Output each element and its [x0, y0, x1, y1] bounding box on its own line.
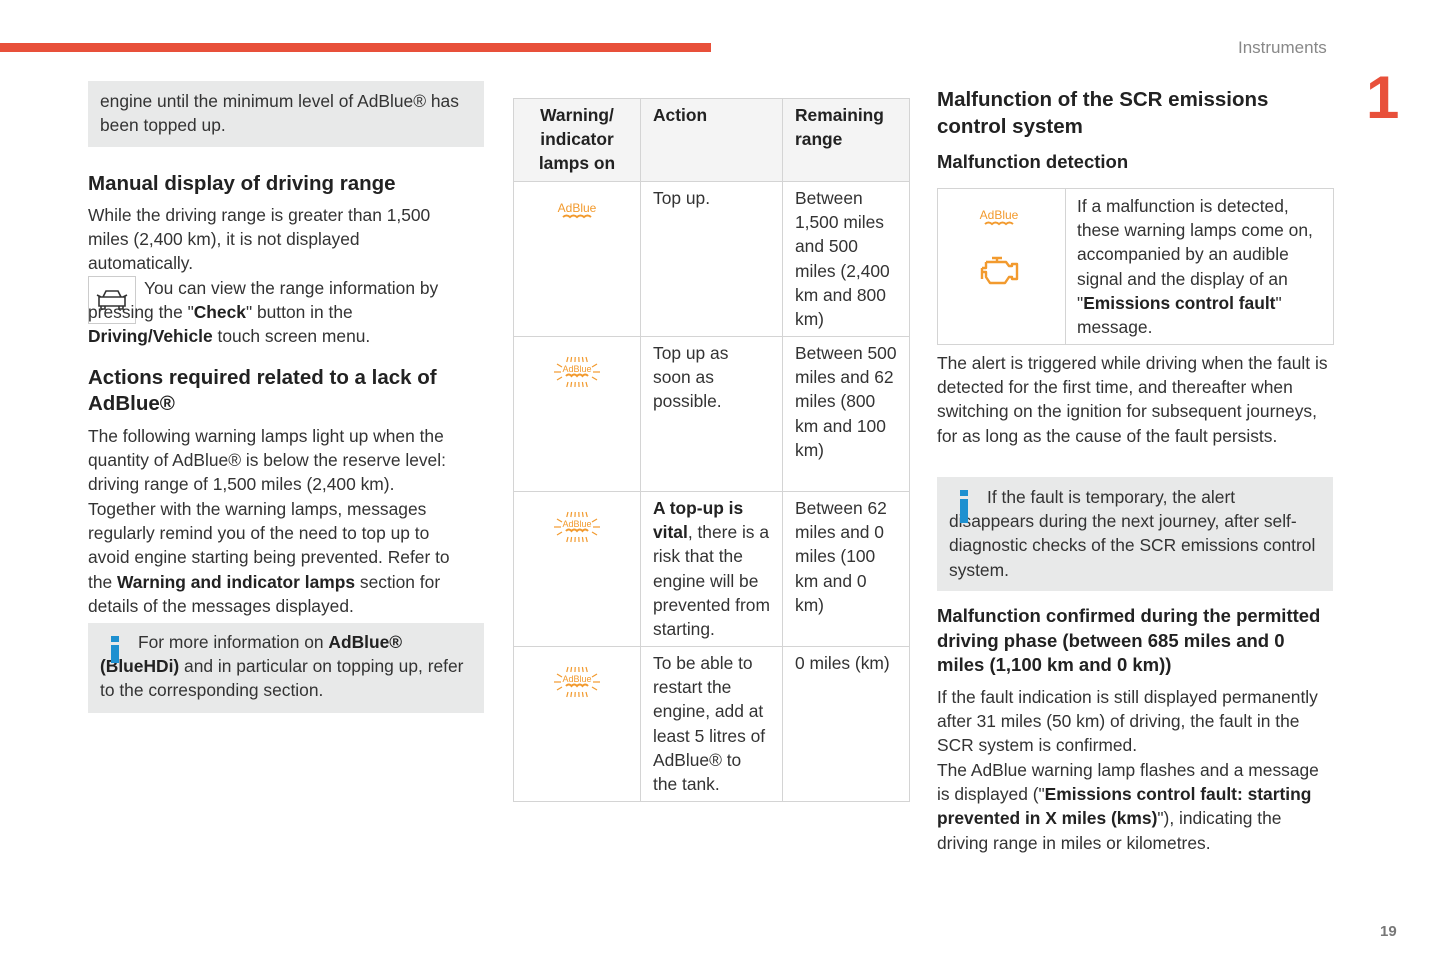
alert-paragraph: The alert is triggered while driving whe…: [937, 353, 1328, 446]
range-cell: Between 1,500 miles and 500 miles (2,400…: [782, 181, 910, 337]
action-text: Top up.: [653, 188, 711, 208]
text: For more information on: [138, 632, 329, 652]
text: " message.: [1077, 292, 1282, 338]
header-range: Remaining range: [782, 98, 910, 182]
text: You can view the range information by pr…: [88, 278, 439, 323]
text: The AdBlue warning lamp flashes and a me…: [937, 760, 1319, 805]
action-cell: Top up as soon as possible.: [640, 336, 783, 492]
info-text: If the fault is temporary, the alert dis…: [949, 487, 1316, 580]
header-lamps: Warning/ indicator lamps on: [513, 98, 641, 182]
text: touch screen menu.: [212, 326, 371, 347]
table-row: AdBlue Top up as soon as possible. Betwe…: [513, 336, 910, 492]
table-row: AdBlue Top up. Between 1,500 miles and 5…: [513, 181, 910, 337]
malfunction-confirmed-heading: Malfunction confirmed during the permitt…: [937, 605, 1321, 675]
text: Together with the warning lamps, message…: [88, 499, 450, 592]
page-number: 19: [1380, 923, 1397, 940]
table-row: AdBlue A top-up is vital, there is a ris…: [513, 491, 910, 647]
range-cell: 0 miles (km): [782, 646, 910, 802]
table-header-row: Warning/ indicator lamps on Action Remai…: [513, 98, 910, 182]
manual-display-heading: Manual display of driving range: [88, 172, 396, 195]
section-name: Instruments: [1238, 38, 1327, 57]
info-text: For more information on AdBlue® (BlueHDi…: [100, 630, 472, 703]
driving-vehicle-label: Driving/Vehicle: [88, 326, 213, 347]
actions-paragraph-2: Together with the warning lamps, message…: [88, 497, 470, 618]
adblue-steady-icon: AdBlue: [980, 208, 1019, 226]
svg-text:AdBlue: AdBlue: [562, 519, 591, 529]
malfunction-detection-text: If a malfunction is detected, these warn…: [1077, 194, 1327, 339]
lamp-cell: AdBlue: [513, 646, 641, 802]
svg-text:AdBlue: AdBlue: [562, 674, 591, 684]
lamp-cell: AdBlue: [513, 181, 641, 337]
actions-paragraph-1: The following warning lamps light up whe…: [88, 426, 446, 495]
info-box-adblue: For more information on AdBlue® (BlueHDi…: [88, 623, 484, 713]
confirmed-paragraph-1: If the fault indication is still display…: [937, 687, 1318, 756]
action-text: , there is a risk that the engine will b…: [653, 522, 770, 640]
warning-lamps-label: Warning and indicator lamps: [117, 571, 356, 592]
action-cell: To be able to restart the engine, add at…: [640, 646, 783, 802]
svg-text:AdBlue: AdBlue: [562, 364, 591, 374]
action-emphasis: A top-up is vital: [653, 498, 744, 543]
range-cell: Between 62 miles and 0 miles (100 km and…: [782, 491, 910, 647]
top-note: engine until the minimum level of AdBlue…: [100, 91, 459, 136]
svg-text:AdBlue: AdBlue: [558, 201, 597, 215]
action-cell: A top-up is vital, there is a risk that …: [640, 491, 783, 647]
engine-check-icon: [980, 256, 1019, 285]
adblue-flashing-icon: AdBlue: [554, 666, 600, 698]
lamp-cell: AdBlue: [938, 189, 1066, 344]
chapter-number: 1: [1366, 64, 1400, 131]
text: If a malfunction is detected, these warn…: [1077, 196, 1313, 313]
text: and in particular on topping up, refer t…: [100, 656, 464, 701]
top-note-box: engine until the minimum level of AdBlue…: [88, 81, 484, 147]
text: "), indicating the driving range in mile…: [937, 808, 1282, 853]
adblue-flashing-icon: AdBlue: [554, 356, 600, 388]
adblue-flashing-icon: AdBlue: [554, 511, 600, 543]
malfunction-detection-heading: Malfunction detection: [937, 151, 1129, 172]
info-icon: [960, 490, 968, 523]
lamp-cell: AdBlue: [513, 336, 641, 492]
malfunction-detection-table: AdBlue If a malfunction is detected, the…: [937, 188, 1334, 345]
header-accent-bar: [0, 43, 711, 52]
check-label: Check: [193, 302, 246, 323]
lamp-cell: AdBlue: [513, 491, 641, 647]
manual-display-paragraph: While the driving range is greater than …: [88, 205, 431, 274]
action-text: To be able to restart the engine, add at…: [653, 653, 766, 795]
emissions-fault-message-label: Emissions control fault: starting preven…: [937, 784, 1312, 829]
warning-lamps-table: Warning/ indicator lamps on Action Remai…: [513, 98, 910, 802]
svg-text:AdBlue: AdBlue: [980, 208, 1019, 222]
info-box-temporary-fault: If the fault is temporary, the alert dis…: [937, 477, 1333, 591]
header-action: Action: [640, 98, 783, 182]
action-cell: Top up.: [640, 181, 783, 337]
actions-heading: Actions required related to a lack of Ad…: [88, 366, 437, 415]
adblue-bluehdi-label: AdBlue® (BlueHDi): [100, 632, 403, 677]
info-icon: [111, 636, 119, 663]
check-button-icon-box: [88, 276, 136, 324]
table-row: AdBlue To be able to restart the engine,…: [513, 646, 910, 802]
scr-malfunction-heading: Malfunction of the SCR emissions control…: [937, 88, 1269, 138]
car-icon: [96, 290, 128, 310]
text: " button in the: [245, 302, 353, 323]
adblue-steady-icon: AdBlue: [558, 201, 597, 219]
text: section for details of the messages disp…: [88, 571, 441, 616]
confirmed-paragraph-2: The AdBlue warning lamp flashes and a me…: [937, 758, 1322, 855]
action-text: Top up as soon as possible.: [653, 343, 729, 412]
emissions-fault-label: Emissions control fault: [1083, 292, 1276, 313]
range-cell: Between 500 miles and 62 miles (800 km a…: [782, 336, 910, 492]
manual-display-check-paragraph: You can view the range information by pr…: [88, 276, 473, 349]
